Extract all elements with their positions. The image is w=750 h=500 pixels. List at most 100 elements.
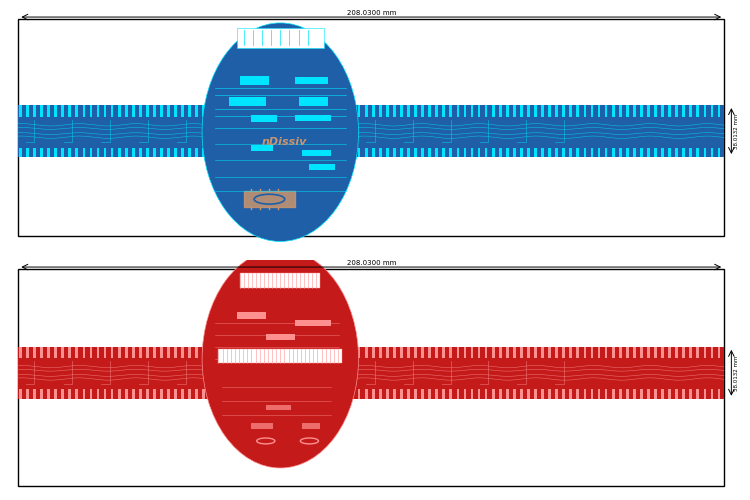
Bar bbox=[294, 347, 297, 358]
Bar bbox=[218, 350, 342, 364]
Bar bbox=[647, 347, 650, 358]
Bar bbox=[520, 105, 523, 117]
Bar bbox=[492, 390, 494, 398]
Bar bbox=[548, 148, 551, 157]
Bar bbox=[238, 347, 241, 358]
Bar bbox=[182, 347, 184, 358]
Bar bbox=[386, 390, 388, 398]
Bar bbox=[407, 105, 410, 117]
Bar bbox=[230, 97, 266, 106]
Bar bbox=[457, 105, 459, 117]
Bar bbox=[590, 390, 593, 398]
Bar bbox=[68, 390, 71, 398]
Bar bbox=[542, 390, 544, 398]
Bar bbox=[414, 148, 417, 157]
Bar bbox=[217, 347, 219, 358]
Bar bbox=[598, 347, 601, 358]
Bar bbox=[111, 148, 113, 157]
Bar bbox=[513, 390, 516, 398]
Bar bbox=[231, 148, 233, 157]
Bar bbox=[682, 347, 685, 358]
Bar bbox=[555, 390, 558, 398]
Bar bbox=[414, 390, 417, 398]
Bar bbox=[598, 148, 601, 157]
Bar bbox=[513, 105, 516, 117]
Bar bbox=[266, 347, 268, 358]
Bar bbox=[160, 347, 163, 358]
Bar bbox=[668, 148, 671, 157]
Bar bbox=[244, 191, 295, 208]
Bar bbox=[19, 105, 724, 157]
Bar bbox=[379, 390, 382, 398]
Bar bbox=[527, 347, 530, 358]
Bar bbox=[344, 347, 346, 358]
Bar bbox=[287, 390, 290, 398]
Bar bbox=[308, 105, 311, 117]
Bar bbox=[534, 105, 537, 117]
Bar bbox=[167, 390, 170, 398]
Bar bbox=[167, 148, 170, 157]
Bar bbox=[316, 390, 318, 398]
Bar bbox=[457, 347, 459, 358]
Bar bbox=[506, 390, 509, 398]
Bar bbox=[449, 347, 452, 358]
Bar bbox=[372, 148, 374, 157]
Bar bbox=[464, 390, 466, 398]
Bar bbox=[280, 105, 283, 117]
Bar bbox=[569, 390, 572, 398]
Bar bbox=[351, 148, 353, 157]
Bar bbox=[68, 105, 71, 117]
Bar bbox=[364, 390, 368, 398]
Bar bbox=[577, 390, 579, 398]
Bar bbox=[442, 347, 446, 358]
Bar bbox=[174, 390, 177, 398]
Bar bbox=[457, 390, 459, 398]
Bar bbox=[202, 105, 206, 117]
Bar bbox=[139, 347, 142, 358]
Bar bbox=[124, 347, 128, 358]
Bar bbox=[682, 105, 685, 117]
Bar bbox=[217, 390, 219, 398]
Bar bbox=[344, 390, 346, 398]
Bar bbox=[662, 105, 664, 117]
Bar bbox=[647, 390, 650, 398]
Bar bbox=[287, 347, 290, 358]
Bar bbox=[364, 105, 368, 117]
Bar bbox=[266, 390, 268, 398]
Bar bbox=[238, 148, 241, 157]
Bar bbox=[590, 148, 593, 157]
Bar bbox=[542, 105, 544, 117]
Bar bbox=[146, 347, 148, 358]
Bar bbox=[273, 105, 276, 117]
Bar bbox=[146, 105, 148, 117]
Bar bbox=[351, 105, 353, 117]
Bar bbox=[244, 390, 248, 398]
Bar bbox=[160, 148, 163, 157]
Bar bbox=[506, 347, 509, 358]
Bar bbox=[598, 105, 601, 117]
Bar bbox=[76, 105, 78, 117]
Bar bbox=[251, 114, 277, 121]
Bar bbox=[619, 347, 622, 358]
Bar bbox=[640, 390, 643, 398]
Bar bbox=[302, 424, 320, 429]
Bar bbox=[54, 148, 57, 157]
Bar bbox=[710, 148, 713, 157]
Bar bbox=[584, 105, 586, 117]
Bar bbox=[146, 390, 148, 398]
Bar bbox=[118, 390, 121, 398]
Bar bbox=[555, 347, 558, 358]
Bar bbox=[393, 148, 396, 157]
Bar bbox=[569, 105, 572, 117]
Bar bbox=[294, 390, 297, 398]
Bar bbox=[82, 105, 86, 117]
Bar bbox=[316, 347, 318, 358]
Bar bbox=[209, 390, 212, 398]
Bar bbox=[202, 390, 206, 398]
Bar bbox=[160, 390, 163, 398]
Bar bbox=[584, 390, 586, 398]
Bar bbox=[471, 390, 473, 398]
Bar bbox=[238, 390, 241, 398]
Bar bbox=[428, 105, 431, 117]
Bar bbox=[266, 105, 268, 117]
